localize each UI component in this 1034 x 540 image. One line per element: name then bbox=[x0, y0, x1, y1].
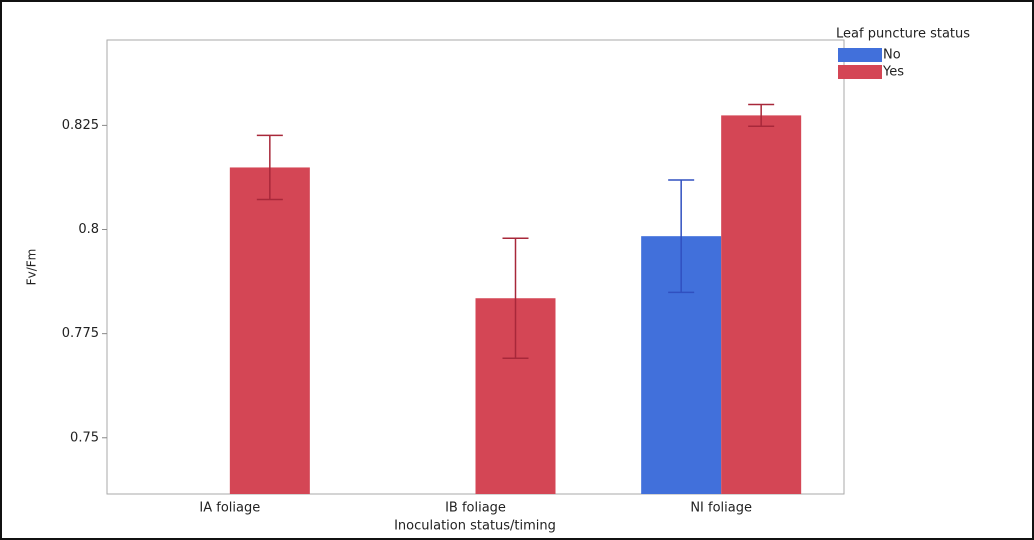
y-tick-label: 0.775 bbox=[62, 326, 99, 341]
legend-swatch bbox=[838, 48, 882, 62]
x-tick-label: IB foliage bbox=[445, 501, 506, 516]
error-bar bbox=[668, 179, 695, 294]
legend-label: Yes bbox=[882, 65, 904, 80]
legend-label: No bbox=[883, 48, 901, 63]
y-axis-label: Fv/Fm bbox=[25, 249, 39, 286]
legend-title: Leaf puncture status bbox=[836, 27, 970, 42]
x-tick-label: IA foliage bbox=[199, 501, 260, 516]
y-tick-label: 0.75 bbox=[70, 430, 99, 445]
bar bbox=[229, 167, 310, 494]
error-bar bbox=[256, 134, 283, 201]
error-bar bbox=[502, 237, 529, 359]
y-tick-label: 0.825 bbox=[62, 118, 99, 133]
error-bar bbox=[748, 103, 775, 127]
x-axis-label: Inoculation status/timing bbox=[394, 519, 556, 534]
x-tick-label: NI foliage bbox=[690, 501, 752, 516]
legend-swatch bbox=[838, 65, 882, 79]
bar bbox=[721, 115, 802, 495]
y-tick-label: 0.8 bbox=[78, 222, 99, 237]
